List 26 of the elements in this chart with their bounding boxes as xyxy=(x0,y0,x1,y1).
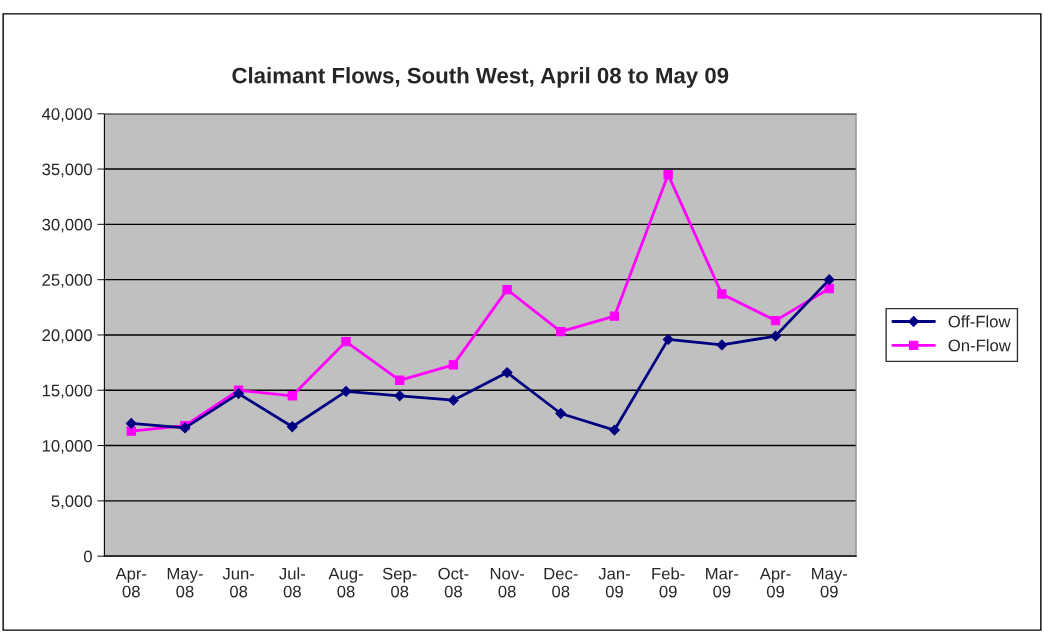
x-tick-label: Apr-08 xyxy=(115,567,147,598)
y-tick-label: 5,000 xyxy=(51,495,92,510)
x-tick-label: Sep-08 xyxy=(382,567,417,598)
x-tick-label: Jul-08 xyxy=(279,567,306,598)
y-tick-label: 40,000 xyxy=(42,108,92,122)
y-tick-label: 15,000 xyxy=(42,384,92,399)
x-tick-label: Nov-08 xyxy=(490,567,524,598)
y-tick-label: 20,000 xyxy=(42,329,92,344)
x-tick-label: Dec-08 xyxy=(544,567,578,598)
y-tick-label: 30,000 xyxy=(42,218,92,233)
x-tick-label: Jun-08 xyxy=(222,567,255,598)
x-tick-label: Apr-09 xyxy=(759,567,791,598)
y-tick-label: 35,000 xyxy=(42,163,92,178)
y-tick-label: 10,000 xyxy=(42,439,92,454)
legend-label: Off-Flow xyxy=(948,315,1011,328)
x-tick-label: Feb-09 xyxy=(652,567,685,598)
x-tick-label: Mar-09 xyxy=(706,567,739,598)
y-tick-label: 25,000 xyxy=(42,274,92,288)
x-tick-label: Jan-09 xyxy=(598,567,630,598)
y-tick-label: 0 xyxy=(83,550,92,563)
x-tick-label: May-09 xyxy=(812,567,848,598)
x-tick-label: May-08 xyxy=(167,567,203,598)
legend-label: On-Flow xyxy=(948,339,1011,352)
x-tick-label: Aug-08 xyxy=(328,567,363,598)
chart-title: Claimant Flows, South West, April 08 to May 09 xyxy=(232,67,729,88)
x-tick-label: Oct-08 xyxy=(438,567,469,598)
